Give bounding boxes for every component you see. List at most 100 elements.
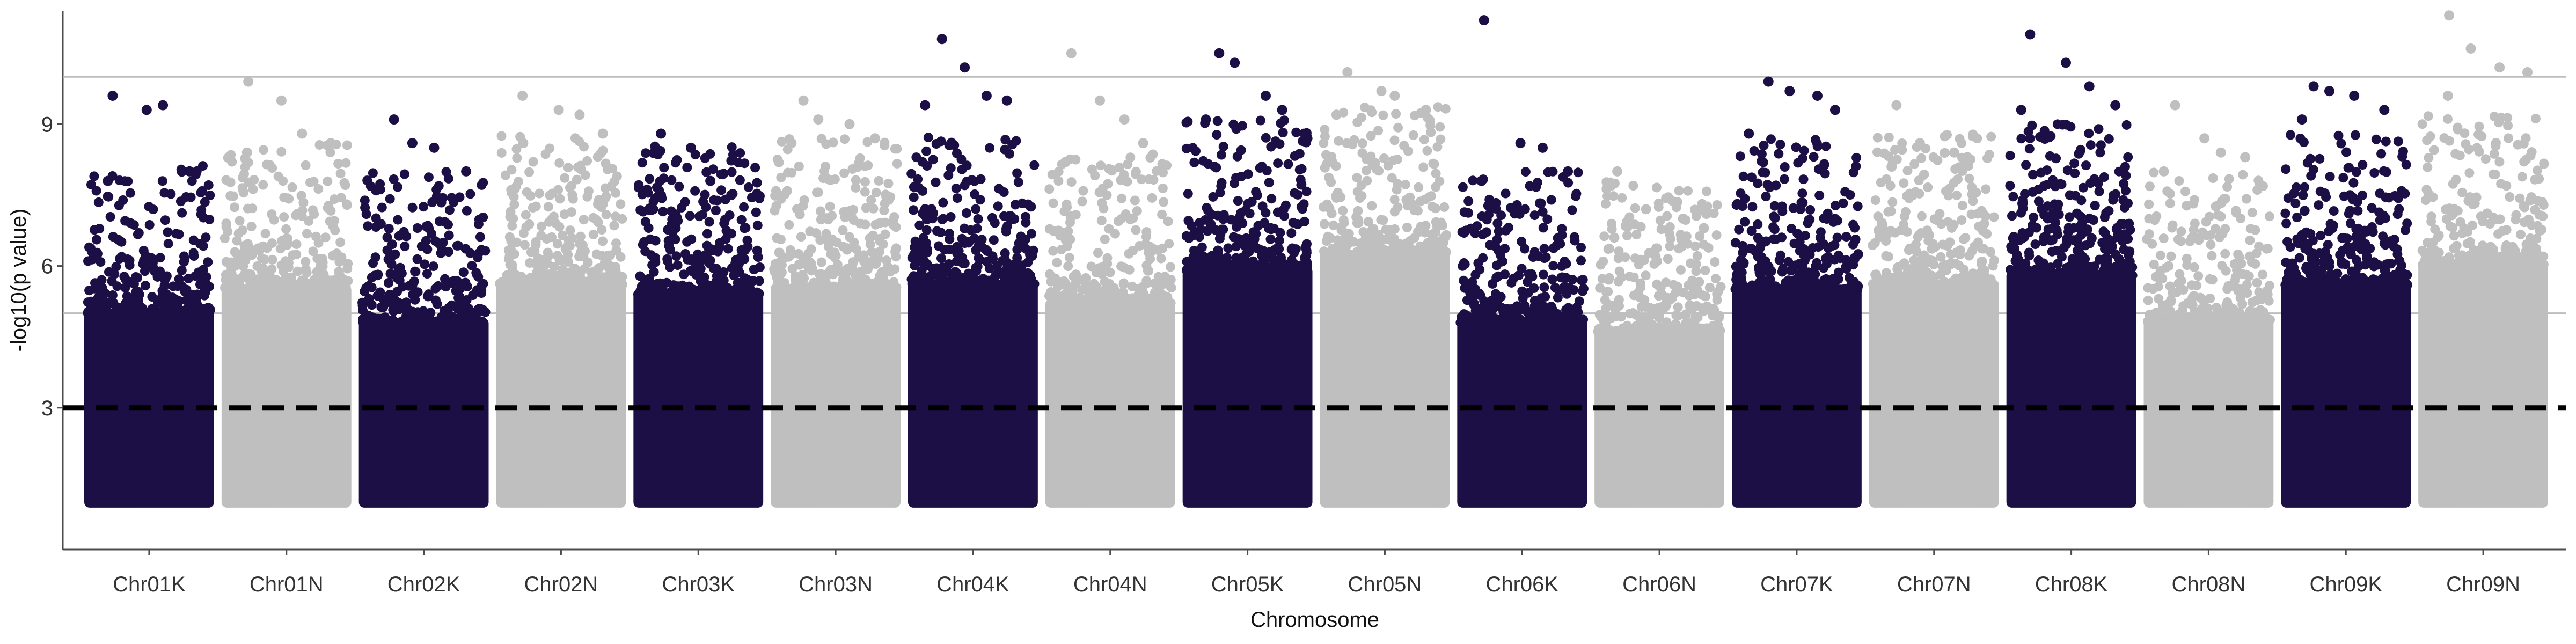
snp-point [1012,245,1022,255]
snp-point [506,236,516,246]
snp-point [1157,298,1167,308]
snp-point [1919,170,1929,180]
snp-point [1262,253,1272,262]
snp-point [1776,284,1786,294]
snp-point [909,205,919,215]
snp-point [712,195,722,206]
snp-point [1677,241,1687,252]
snp-point [83,297,93,308]
snp-point [2039,126,2050,136]
snp-point [944,140,954,150]
snp-point [1134,298,1144,308]
snp-point [821,273,831,283]
snp-point [776,194,786,204]
snp-point [334,283,344,294]
snp-point [1601,199,1611,209]
snp-point [2073,223,2083,233]
snp-point [1746,226,1757,236]
snp-point [825,201,835,211]
snp-point [1622,222,1633,232]
snp-point [970,189,980,199]
snp-point [1832,232,1842,243]
snp-point [147,292,157,302]
snp-point [1945,237,1955,247]
snp-point [1554,286,1564,296]
peak-point [936,34,947,45]
snp-point [1081,279,1092,289]
snp-point [174,229,184,239]
snp-point [1362,154,1372,164]
snp-point [1232,151,1242,162]
snp-point [645,174,655,184]
snp-point [1183,188,1193,199]
peak-point [1389,91,1400,101]
snp-point [320,232,331,243]
snp-point [1207,210,1217,220]
snp-point [879,284,889,294]
snp-point [1433,102,1443,112]
snp-point [1751,246,1761,257]
snp-point [952,256,962,266]
snp-point [1680,319,1690,328]
snp-point [1415,196,1425,207]
snp-point [845,232,855,242]
snp-point [543,202,553,212]
chromosome-points-Chr07N [1868,100,1999,508]
snp-point [225,276,235,286]
peak-point [1342,67,1353,77]
snp-point [230,202,239,213]
peak-point [1812,91,1823,101]
snp-point [2123,152,2133,162]
snp-point [107,290,118,300]
snp-point [499,279,509,289]
snp-point [116,252,127,262]
snp-point [859,257,869,267]
snp-point [1189,245,1199,255]
snp-point [248,184,258,194]
snp-point [2155,250,2165,260]
snp-point [2024,247,2034,258]
snp-point [342,140,352,150]
snp-point [861,203,871,213]
peak-point [1119,114,1130,125]
snp-point [1525,181,1535,191]
snp-point [1973,209,1983,219]
snp-point [694,211,704,222]
snp-point [598,145,608,156]
snp-point [1430,227,1440,237]
snp-point [1702,201,1713,211]
snp-point [1366,131,1376,141]
snp-point [304,216,314,226]
snp-point [441,282,451,292]
snp-point [477,286,487,296]
snp-point [555,194,565,204]
snp-point [1266,142,1276,152]
snp-point [736,252,746,262]
snp-point [1181,143,1191,153]
snp-point [1222,265,1232,275]
snp-point [1356,180,1366,191]
snp-point [853,162,863,172]
snp-point [2048,175,2058,185]
point-cloud-body [908,280,1038,508]
snp-point [927,264,938,273]
snp-point [635,271,645,281]
snp-point [187,176,197,186]
snp-point [1613,276,1623,287]
snp-point [521,210,531,220]
points-layer [83,10,2549,508]
snp-point [1025,250,1035,260]
snp-point [1431,169,1441,179]
snp-point [2111,261,2121,272]
snp-point [937,214,947,224]
snp-point [360,287,370,296]
snp-point [325,216,335,226]
snp-point [1804,215,1814,225]
snp-point [1440,104,1451,114]
peak-point [517,91,528,101]
snp-point [1690,241,1700,251]
snp-point [1881,251,1891,261]
snp-point [838,241,848,252]
snp-point [1673,302,1683,312]
snp-point [1387,173,1397,183]
